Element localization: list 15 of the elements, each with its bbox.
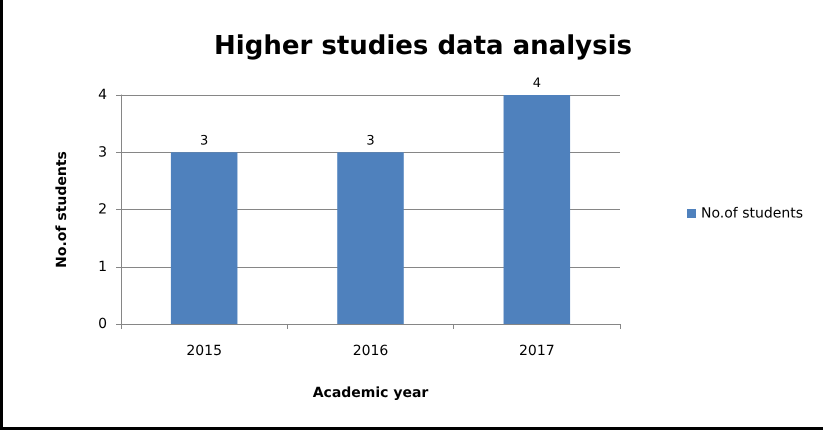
y-tick-label: 2 [98, 202, 107, 218]
data-label: 3 [200, 133, 208, 148]
y-axis-title: No.of students [54, 151, 70, 268]
x-tick-label: 2017 [519, 343, 555, 359]
x-tick-label: 2016 [352, 343, 388, 359]
y-tick-label: 0 [98, 316, 107, 332]
chart-title: Higher studies data analysis [214, 31, 632, 61]
data-label: 3 [366, 133, 375, 148]
x-tick-label: 2015 [186, 343, 222, 359]
y-tick-label: 1 [98, 258, 107, 275]
y-tick-label: 4 [98, 87, 108, 103]
data-label: 4 [532, 76, 541, 91]
legend-label: No.of students [701, 206, 803, 222]
x-axis-title: Academic year [312, 385, 428, 401]
y-tick-label: 3 [98, 144, 107, 160]
